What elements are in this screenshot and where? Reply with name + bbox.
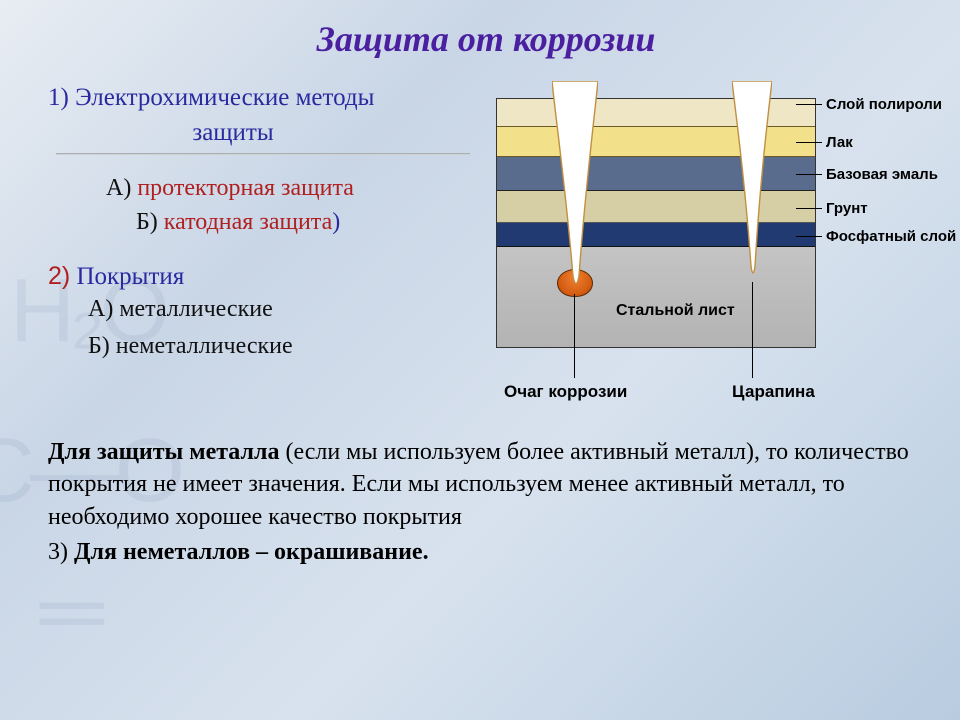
layer-polish <box>497 99 815 127</box>
section-2-title: Покрытия <box>76 263 184 290</box>
para-bold-lead: Для защиты металла <box>48 439 279 465</box>
layer-label-2: Базовая эмаль <box>826 166 938 183</box>
section-2: 2) Покрытия А) металлические Б) неметалл… <box>48 262 478 365</box>
sub-b-paren: ) <box>332 209 340 235</box>
section-2-sub-a: А) металлические <box>48 291 478 328</box>
section-3-text: Для неметаллов <box>74 539 250 565</box>
section-3: 3) Для неметаллов – окрашивание. <box>48 539 924 566</box>
sub-b-label: Б) <box>136 209 158 235</box>
upper-row: 1) Электрохимические методы защиты А) пр… <box>48 82 924 402</box>
layer-steel <box>497 247 815 347</box>
slide-title: Защита от коррозии <box>48 18 924 60</box>
corrosion-spot-icon <box>557 269 593 297</box>
section-2-number: 2) <box>48 262 70 290</box>
leader-line <box>796 142 822 143</box>
layer-label-1: Лак <box>826 134 853 151</box>
layer-phosphate <box>497 223 815 247</box>
section-1-sub-a: А) протекторная защита <box>48 171 478 206</box>
layer-lacquer <box>497 127 815 157</box>
callout-scratch: Царапина <box>732 382 815 402</box>
body-paragraph: Для защиты металла (если мы используем б… <box>48 436 924 533</box>
leader-line <box>796 174 822 175</box>
right-column: Слой полироли Лак Базовая эмаль Грунт Фо… <box>496 82 936 402</box>
layer-primer <box>497 191 815 223</box>
section-1-line1: Электрохимические методы <box>75 84 374 111</box>
layer-label-3: Грунт <box>826 200 868 217</box>
section-1-number: 1) <box>48 84 69 111</box>
leader-line <box>796 208 822 209</box>
sub-b-text: катодная защита <box>164 209 332 235</box>
layer-label-0: Слой полироли <box>826 96 942 113</box>
left-column: 1) Электрохимические методы защиты А) пр… <box>48 82 478 402</box>
sub-a-label: А) <box>106 175 131 201</box>
leader-line <box>752 282 753 378</box>
layer-label-4: Фосфатный слой <box>826 228 956 245</box>
coating-diagram: Слой полироли Лак Базовая эмаль Грунт Фо… <box>496 82 936 402</box>
slide: Защита от коррозии 1) Электрохимические … <box>0 0 960 720</box>
section-2-sub-b: Б) неметаллические <box>48 328 478 365</box>
leader-line <box>796 236 822 237</box>
layer-label-5: Стальной лист <box>616 302 735 320</box>
callout-corrosion: Очаг коррозии <box>504 382 627 402</box>
leader-line <box>796 104 822 105</box>
leader-line <box>574 294 575 378</box>
section-3-number: 3) <box>48 539 68 565</box>
section-1-heading: 1) Электрохимические методы <box>48 82 478 113</box>
divider <box>56 153 470 155</box>
section-1-line2-wrap: защиты <box>48 117 478 148</box>
section-3-tail: – окрашивание. <box>250 539 429 565</box>
sub-a-text: протекторная защита <box>137 175 354 201</box>
section-1-sub-b: Б) катодная защита) <box>48 205 478 240</box>
section-1-line2: защиты <box>192 119 273 146</box>
layer-basecoat <box>497 157 815 191</box>
